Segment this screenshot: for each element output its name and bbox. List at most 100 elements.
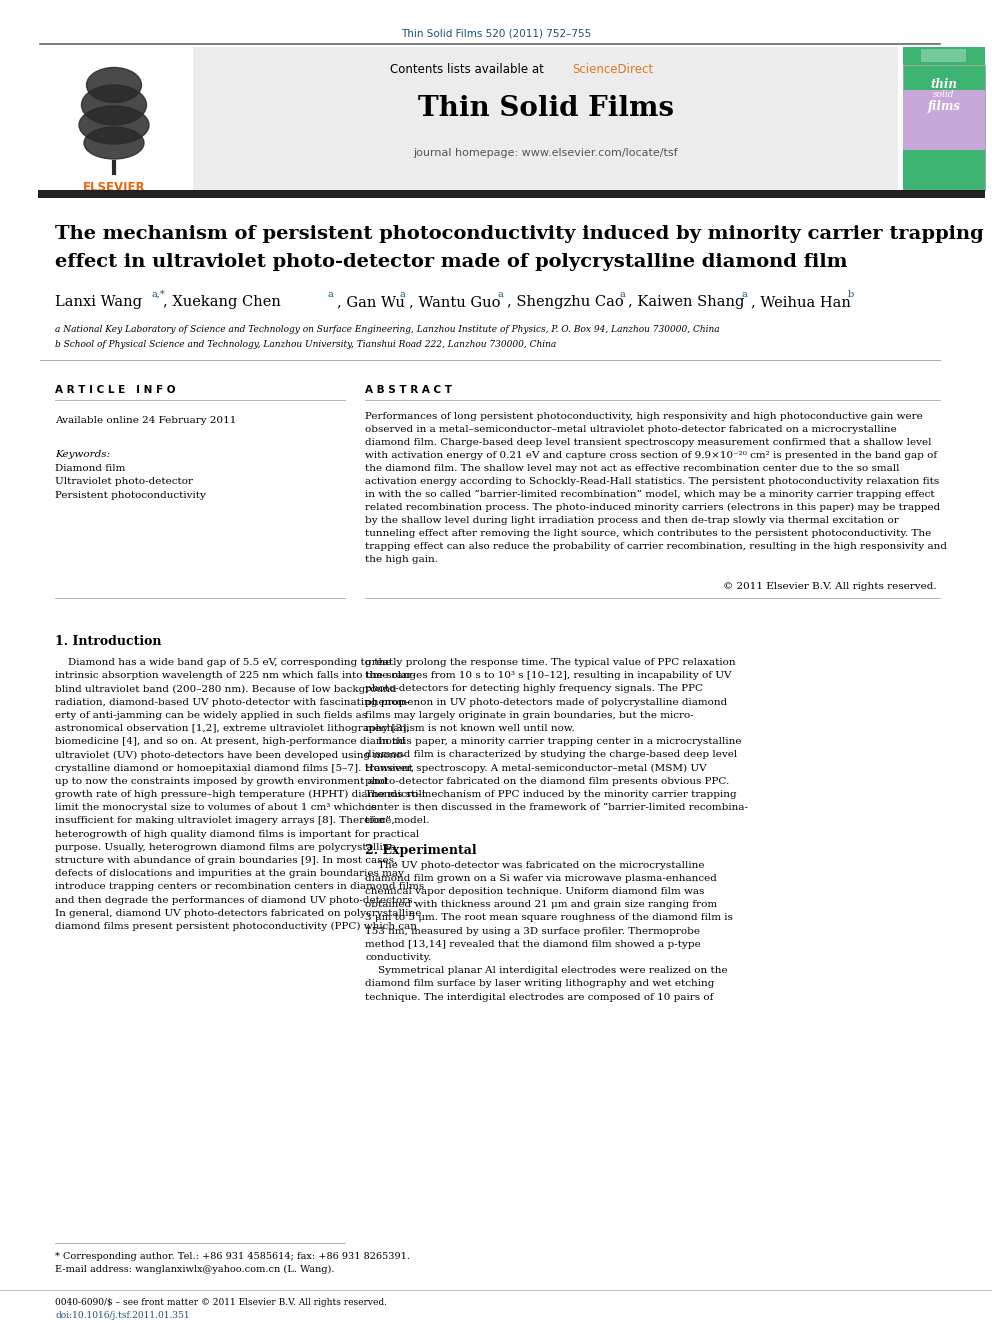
Text: In this paper, a minority carrier trapping center in a microcrystalline: In this paper, a minority carrier trappi… [365, 737, 741, 746]
Text: solid: solid [933, 90, 954, 99]
Text: Diamond has a wide band gap of 5.5 eV, corresponding to the: Diamond has a wide band gap of 5.5 eV, c… [55, 658, 392, 667]
Text: transient spectroscopy. A metal-semiconductor–metal (MSM) UV: transient spectroscopy. A metal-semicond… [365, 763, 706, 773]
Text: observed in a metal–semiconductor–metal ultraviolet photo-detector fabricated on: observed in a metal–semiconductor–metal … [365, 425, 897, 434]
Text: b School of Physical Science and Technology, Lanzhou University, Tianshui Road 2: b School of Physical Science and Technol… [55, 340, 557, 349]
Text: phenomenon in UV photo-detectors made of polycrystalline diamond: phenomenon in UV photo-detectors made of… [365, 697, 727, 706]
Text: Diamond film: Diamond film [55, 464, 125, 474]
Text: heterogrowth of high quality diamond films is important for practical: heterogrowth of high quality diamond fil… [55, 830, 420, 839]
Text: diamond film grown on a Si wafer via microwave plasma-enhanced: diamond film grown on a Si wafer via mic… [365, 873, 717, 882]
Text: Available online 24 February 2011: Available online 24 February 2011 [55, 415, 236, 425]
Text: Keywords:: Keywords: [55, 450, 110, 459]
Text: photo-detector fabricated on the diamond film presents obvious PPC.: photo-detector fabricated on the diamond… [365, 777, 729, 786]
Text: Thin Solid Films 520 (2011) 752–755: Thin Solid Films 520 (2011) 752–755 [401, 28, 591, 38]
Text: tion” model.: tion” model. [365, 816, 430, 826]
Text: in with the so called “barrier-limited recombination” model, which may be a mino: in with the so called “barrier-limited r… [365, 490, 934, 499]
Text: The mechanism of persistent photoconductivity induced by minority carrier trappi: The mechanism of persistent photoconduct… [55, 225, 984, 243]
Text: , Kaiwen Shang: , Kaiwen Shang [628, 295, 744, 310]
FancyBboxPatch shape [903, 65, 985, 191]
Text: doi:10.1016/j.tsf.2011.01.351: doi:10.1016/j.tsf.2011.01.351 [55, 1311, 189, 1320]
Text: 0040-6090/$ – see front matter © 2011 Elsevier B.V. All rights reserved.: 0040-6090/$ – see front matter © 2011 El… [55, 1298, 387, 1307]
Text: limit the monocrystal size to volumes of about 1 cm³ which is: limit the monocrystal size to volumes of… [55, 803, 377, 812]
Text: * Corresponding author. Tel.: +86 931 4585614; fax: +86 931 8265391.: * Corresponding author. Tel.: +86 931 45… [55, 1252, 410, 1261]
Text: obtained with thickness around 21 μm and grain size ranging from: obtained with thickness around 21 μm and… [365, 900, 717, 909]
Ellipse shape [79, 106, 149, 144]
Text: intrinsic absorption wavelength of 225 nm which falls into the solar-: intrinsic absorption wavelength of 225 n… [55, 671, 416, 680]
Text: 153 nm, measured by using a 3D surface profiler. Thermoprobe: 153 nm, measured by using a 3D surface p… [365, 926, 700, 935]
Text: 1. Introduction: 1. Introduction [55, 635, 162, 648]
Text: conductivity.: conductivity. [365, 953, 432, 962]
Text: Thin Solid Films: Thin Solid Films [418, 95, 674, 122]
Text: a,*: a,* [152, 290, 166, 299]
Text: biomedicine [4], and so on. At present, high-performance diamond: biomedicine [4], and so on. At present, … [55, 737, 406, 746]
Text: In general, diamond UV photo-detectors fabricated on polycrystalline: In general, diamond UV photo-detectors f… [55, 909, 422, 918]
Text: ultraviolet (UV) photo-detectors have been developed using mono-: ultraviolet (UV) photo-detectors have be… [55, 750, 406, 759]
Text: A R T I C L E   I N F O: A R T I C L E I N F O [55, 385, 176, 396]
Text: photo-detectors for detecting highly frequency signals. The PPC: photo-detectors for detecting highly fre… [365, 684, 703, 693]
FancyBboxPatch shape [193, 48, 898, 191]
Text: b: b [848, 290, 854, 299]
Text: erty of anti-jamming can be widely applied in such fields as: erty of anti-jamming can be widely appli… [55, 710, 367, 720]
FancyBboxPatch shape [903, 90, 985, 149]
Text: , Gan Wu: , Gan Wu [337, 295, 405, 310]
Text: a: a [498, 290, 504, 299]
Text: diamond film. Charge-based deep level transient spectroscopy measurement confirm: diamond film. Charge-based deep level tr… [365, 438, 931, 447]
Text: ELSEVIER: ELSEVIER [82, 181, 145, 194]
Text: introduce trapping centers or recombination centers in diamond films: introduce trapping centers or recombinat… [55, 882, 425, 892]
Text: and then degrade the performances of diamond UV photo-detectors.: and then degrade the performances of dia… [55, 896, 416, 905]
Text: purpose. Usually, heterogrown diamond films are polycrystalline: purpose. Usually, heterogrown diamond fi… [55, 843, 396, 852]
Text: blind ultraviolet band (200–280 nm). Because of low background: blind ultraviolet band (200–280 nm). Bec… [55, 684, 397, 693]
Text: by the shallow level during light irradiation process and then de-trap slowly vi: by the shallow level during light irradi… [365, 516, 899, 525]
Ellipse shape [84, 127, 144, 159]
Text: , Xuekang Chen: , Xuekang Chen [163, 295, 281, 310]
Ellipse shape [81, 85, 147, 124]
Text: a: a [328, 290, 333, 299]
Text: crystalline diamond or homoepitaxial diamond films [5–7]. However,: crystalline diamond or homoepitaxial dia… [55, 763, 414, 773]
Text: a: a [400, 290, 406, 299]
Text: technique. The interdigital electrodes are composed of 10 pairs of: technique. The interdigital electrodes a… [365, 992, 713, 1002]
Text: A B S T R A C T: A B S T R A C T [365, 385, 452, 396]
Text: 2. Experimental: 2. Experimental [365, 844, 476, 856]
Text: a National Key Laboratory of Science and Technology on Surface Engineering, Lanz: a National Key Laboratory of Science and… [55, 325, 719, 333]
Text: radiation, diamond-based UV photo-detector with fascinating prop-: radiation, diamond-based UV photo-detect… [55, 697, 409, 706]
FancyBboxPatch shape [921, 49, 966, 62]
Text: Ultraviolet photo-detector: Ultraviolet photo-detector [55, 478, 193, 487]
Text: with activation energy of 0.21 eV and capture cross section of 9.9×10⁻²⁰ cm² is : with activation energy of 0.21 eV and ca… [365, 451, 937, 460]
Text: 3 μm to 5 μm. The root mean square roughness of the diamond film is: 3 μm to 5 μm. The root mean square rough… [365, 913, 733, 922]
Text: diamond film is characterized by studying the charge-based deep level: diamond film is characterized by studyin… [365, 750, 737, 759]
Text: Performances of long persistent photoconductivity, high responsivity and high ph: Performances of long persistent photocon… [365, 411, 923, 421]
Text: Symmetrical planar Al interdigital electrodes were realized on the: Symmetrical planar Al interdigital elect… [365, 966, 727, 975]
Text: insufficient for making ultraviolet imagery arrays [8]. Therefore,: insufficient for making ultraviolet imag… [55, 816, 395, 826]
Text: trapping effect can also reduce the probability of carrier recombination, result: trapping effect can also reduce the prob… [365, 542, 947, 550]
Text: , Wantu Guo: , Wantu Guo [409, 295, 501, 310]
Text: chemical vapor deposition technique. Uniform diamond film was: chemical vapor deposition technique. Uni… [365, 886, 704, 896]
Text: mechanism is not known well until now.: mechanism is not known well until now. [365, 724, 574, 733]
Text: growth rate of high pressure–high temperature (HPHT) diamonds still: growth rate of high pressure–high temper… [55, 790, 426, 799]
Text: related recombination process. The photo-induced minority carriers (electrons in: related recombination process. The photo… [365, 503, 940, 512]
Text: defects of dislocations and impurities at the grain boundaries may: defects of dislocations and impurities a… [55, 869, 404, 878]
Text: Persistent photoconductivity: Persistent photoconductivity [55, 491, 206, 500]
Text: a: a [742, 290, 748, 299]
Text: effect in ultraviolet photo-detector made of polycrystalline diamond film: effect in ultraviolet photo-detector mad… [55, 253, 847, 271]
Text: Contents lists available at: Contents lists available at [390, 64, 548, 75]
Text: © 2011 Elsevier B.V. All rights reserved.: © 2011 Elsevier B.V. All rights reserved… [723, 582, 937, 591]
Text: The UV photo-detector was fabricated on the microcrystalline: The UV photo-detector was fabricated on … [365, 860, 704, 869]
Text: films: films [928, 101, 960, 112]
Text: ScienceDirect: ScienceDirect [572, 64, 653, 75]
Text: Lanxi Wang: Lanxi Wang [55, 295, 142, 310]
Text: tunneling effect after removing the light source, which contributes to the persi: tunneling effect after removing the ligh… [365, 529, 931, 538]
Text: structure with abundance of grain boundaries [9]. In most cases,: structure with abundance of grain bounda… [55, 856, 397, 865]
Text: the diamond film. The shallow level may not act as effective recombination cente: the diamond film. The shallow level may … [365, 464, 900, 474]
Text: up to now the constraints imposed by growth environment and: up to now the constraints imposed by gro… [55, 777, 387, 786]
FancyBboxPatch shape [38, 191, 985, 198]
Text: The micro-mechanism of PPC induced by the minority carrier trapping: The micro-mechanism of PPC induced by th… [365, 790, 737, 799]
Text: activation energy according to Schockly-Read-Hall statistics. The persistent pho: activation energy according to Schockly-… [365, 478, 939, 486]
Text: astronomical observation [1,2], extreme ultraviolet lithography [3],: astronomical observation [1,2], extreme … [55, 724, 410, 733]
Text: method [13,14] revealed that the diamond film showed a p-type: method [13,14] revealed that the diamond… [365, 939, 700, 949]
Text: diamond film surface by laser writing lithography and wet etching: diamond film surface by laser writing li… [365, 979, 714, 988]
FancyBboxPatch shape [903, 48, 985, 65]
FancyBboxPatch shape [903, 149, 985, 191]
Text: the high gain.: the high gain. [365, 556, 438, 564]
Text: thin: thin [930, 78, 957, 91]
Text: a: a [619, 290, 625, 299]
Ellipse shape [86, 67, 142, 102]
